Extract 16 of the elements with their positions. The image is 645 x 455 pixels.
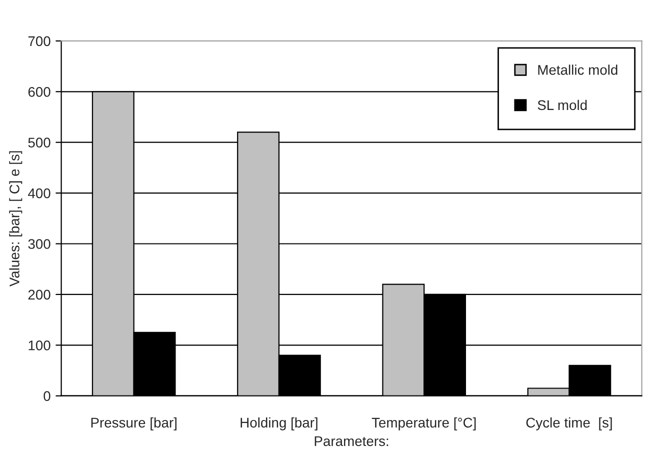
legend-label: SL mold: [538, 100, 587, 110]
y-tick-label: 200: [28, 290, 50, 300]
x-tick-label: Temperature [°C]: [372, 417, 476, 430]
x-tick-label: Holding [bar]: [240, 417, 318, 430]
y-tick-label: 0: [44, 391, 50, 402]
x-axis-title: Parameters:: [314, 436, 388, 446]
legend-label: Metallic mold: [538, 64, 618, 75]
y-axis-title: Values: [bar], [ C] e [s]: [9, 151, 22, 287]
y-tick-label: 400: [28, 188, 50, 198]
x-tick-label: Pressure [bar]: [91, 417, 176, 430]
y-tick-label: 500: [28, 138, 50, 148]
x-tick-label: Cycle time [s]: [526, 417, 612, 430]
y-tick-label: 600: [28, 86, 50, 97]
y-tick-label: 100: [28, 340, 50, 350]
y-tick-label: 300: [28, 239, 50, 249]
y-tick-label: 700: [28, 36, 50, 46]
